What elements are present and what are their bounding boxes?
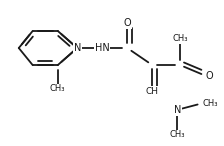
Text: CH₃: CH₃: [170, 130, 185, 139]
Text: HN: HN: [95, 43, 110, 53]
Text: CH₃: CH₃: [50, 84, 65, 93]
Text: N: N: [73, 43, 81, 53]
Text: CH₃: CH₃: [202, 99, 218, 108]
Text: CH₃: CH₃: [172, 34, 188, 43]
Text: N: N: [174, 105, 181, 115]
Text: O: O: [205, 71, 213, 81]
Text: O: O: [123, 18, 131, 28]
Text: CH: CH: [146, 87, 159, 96]
